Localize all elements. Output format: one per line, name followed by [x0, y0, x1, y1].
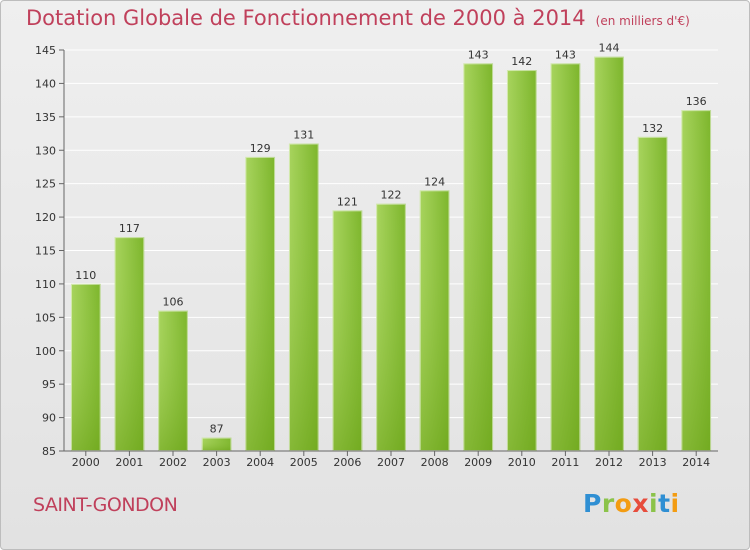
x-tick-label: 2012	[595, 456, 623, 469]
data-label: 143	[468, 48, 489, 61]
data-label: 144	[599, 42, 620, 55]
x-tick-label: 2006	[333, 456, 361, 469]
x-tick-label: 2013	[639, 456, 667, 469]
x-tick-label: 2003	[203, 456, 231, 469]
bar-shade	[70, 283, 101, 451]
chart-title: Dotation Globale de Fonctionnement de 20…	[26, 6, 690, 30]
bar-shade	[463, 63, 494, 451]
bar-shade	[376, 203, 406, 451]
x-tick-label: 2014	[682, 456, 710, 469]
bar-shade	[332, 210, 363, 451]
data-label: 131	[293, 129, 314, 142]
bar-shade	[114, 237, 145, 451]
y-tick-label: 110	[35, 278, 56, 291]
logo-letter: t	[658, 489, 671, 518]
bar-shade	[506, 70, 537, 452]
y-tick-label: 140	[35, 77, 56, 90]
y-tick-label: 130	[35, 144, 56, 157]
y-tick-label: 105	[35, 311, 56, 324]
y-tick-label: 90	[42, 412, 56, 425]
bar-shade	[681, 110, 712, 452]
logo-letter: P	[583, 489, 602, 518]
x-tick-label: 2009	[464, 456, 492, 469]
logo-letter: i	[670, 489, 680, 518]
bar-shade	[637, 136, 668, 451]
chart-subtitle: (en milliers d'€)	[595, 14, 690, 28]
bar-shade	[158, 310, 188, 451]
bar-shade	[594, 56, 624, 451]
x-tick-label: 2000	[72, 456, 100, 469]
y-tick-label: 100	[35, 345, 56, 358]
y-tick-label: 95	[42, 378, 56, 391]
logo-letter: x	[632, 489, 649, 518]
chart-title-text: Dotation Globale de Fonctionnement de 20…	[26, 6, 586, 30]
data-label: 129	[250, 142, 271, 155]
bar-shade	[550, 63, 581, 451]
y-tick-label: 120	[35, 211, 56, 224]
x-tick-label: 2011	[551, 456, 579, 469]
y-tick-label: 135	[35, 111, 56, 124]
data-label: 87	[210, 423, 224, 436]
x-tick-label: 2008	[421, 456, 449, 469]
x-tick-label: 2010	[508, 456, 536, 469]
x-tick-label: 2001	[115, 456, 143, 469]
logo-letter: o	[614, 489, 633, 518]
bar-shade	[419, 190, 450, 451]
data-label: 132	[642, 122, 663, 135]
data-label: 142	[511, 55, 532, 68]
data-label: 121	[337, 195, 358, 208]
y-tick-label: 85	[42, 445, 56, 458]
y-tick-label: 115	[35, 245, 56, 258]
proxiti-logo: Proxiti	[583, 489, 680, 518]
y-tick-label: 145	[35, 44, 56, 57]
y-tick-label: 125	[35, 178, 56, 191]
bar-shade	[245, 156, 276, 451]
data-label: 124	[424, 175, 445, 188]
bars-layer: 110 117 106 87 129 131 121 122 124 143 142 143 144 13…	[70, 42, 712, 452]
bar-shade	[288, 143, 319, 452]
x-tick-label: 2007	[377, 456, 405, 469]
data-label: 136	[686, 95, 707, 108]
data-label: 117	[119, 222, 140, 235]
logo-letter: r	[601, 489, 615, 518]
data-label: 110	[75, 269, 96, 282]
data-label: 143	[555, 48, 576, 61]
x-tick-label: 2005	[290, 456, 318, 469]
axis-layer: 85 90 95 100 105 110 115 120 125 130 135 140 145 2000…	[35, 44, 718, 469]
data-label: 122	[381, 189, 402, 202]
data-label: 106	[163, 296, 184, 309]
x-tick-label: 2004	[246, 456, 274, 469]
commune-name: SAINT-GONDON	[33, 494, 178, 516]
bar-shade	[201, 437, 232, 451]
logo-letter: i	[649, 489, 659, 518]
x-tick-label: 2002	[159, 456, 187, 469]
